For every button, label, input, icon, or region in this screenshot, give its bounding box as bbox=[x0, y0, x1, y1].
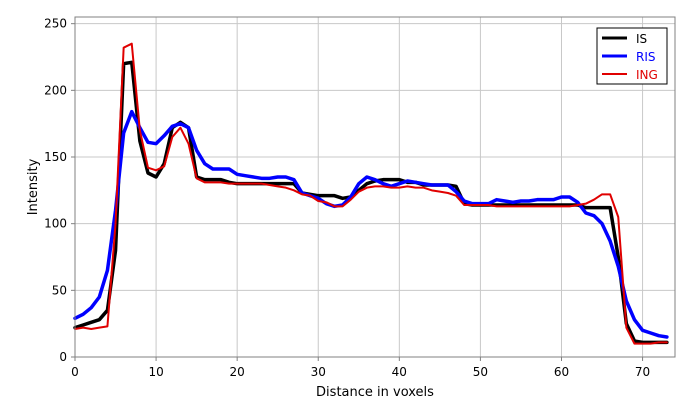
series-line-ris bbox=[73, 109, 669, 339]
y-tick-label: 200 bbox=[44, 83, 67, 97]
y-tick-label: 150 bbox=[44, 150, 67, 164]
y-tick-label: 250 bbox=[44, 17, 67, 31]
plot-frame bbox=[74, 16, 676, 358]
x-axis-title: Distance in voxels bbox=[316, 385, 434, 400]
y-tick-label: 0 bbox=[59, 350, 67, 364]
x-tick-label: 10 bbox=[148, 365, 163, 379]
x-tick-label: 60 bbox=[554, 365, 569, 379]
legend-label-ing: ING bbox=[636, 68, 658, 82]
axis-ticks: 0 10 20 30 40 50 60 70 0 50 100 150 200 250 bbox=[44, 17, 650, 379]
legend-label-is: IS bbox=[636, 32, 647, 46]
x-tick-label: 30 bbox=[311, 365, 326, 379]
y-tick-label: 100 bbox=[44, 217, 67, 231]
x-tick-label: 40 bbox=[392, 365, 407, 379]
x-tick-label: 70 bbox=[635, 365, 650, 379]
x-tick-label: 20 bbox=[230, 365, 245, 379]
x-tick-label: 0 bbox=[71, 365, 79, 379]
x-tick-label: 50 bbox=[473, 365, 488, 379]
series-lines bbox=[73, 42, 669, 345]
series-line-ing bbox=[74, 42, 668, 345]
legend-label-ris: RIS bbox=[636, 50, 656, 64]
legend: IS RIS ING bbox=[596, 27, 668, 85]
y-tick-label: 50 bbox=[52, 283, 67, 297]
y-axis-title: Intensity bbox=[26, 158, 41, 215]
